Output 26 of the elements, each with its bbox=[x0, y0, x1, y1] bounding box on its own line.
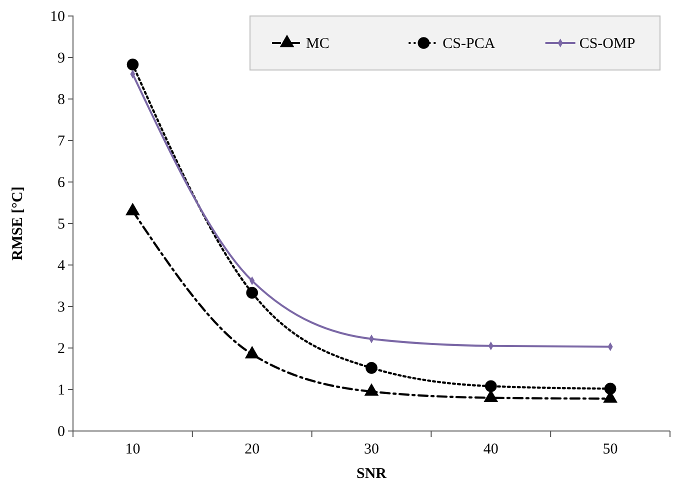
y-tick-label: 6 bbox=[58, 174, 66, 191]
x-tick-label: 10 bbox=[125, 442, 140, 458]
y-tick-label: 0 bbox=[58, 424, 65, 440]
y-tick-label: 8 bbox=[58, 92, 65, 108]
x-axis-title: SNR bbox=[356, 466, 387, 482]
y-tick-label: 4 bbox=[58, 258, 66, 274]
y-tick-label: 1 bbox=[58, 382, 65, 398]
x-tick-label: 40 bbox=[483, 442, 498, 458]
point bbox=[246, 286, 258, 299]
legend-label: CS-OMP bbox=[579, 36, 636, 52]
y-tick-label: 7 bbox=[58, 133, 66, 150]
legend-label: MC bbox=[306, 36, 330, 52]
point bbox=[484, 380, 497, 392]
point bbox=[366, 362, 378, 374]
x-tick-label: 20 bbox=[244, 442, 260, 458]
legend-label: CS-PCA bbox=[442, 36, 496, 52]
x-tick-label: 30 bbox=[364, 442, 379, 458]
x-tick-label: 50 bbox=[602, 442, 618, 458]
point bbox=[604, 382, 616, 395]
y-tick-label: 2 bbox=[58, 340, 65, 357]
point bbox=[126, 58, 139, 70]
y-tick-label: 9 bbox=[58, 50, 65, 66]
y-tick-label: 5 bbox=[58, 216, 65, 232]
y-axis-title: RMSE [°C] bbox=[10, 186, 26, 260]
y-tick-label: 10 bbox=[50, 8, 65, 25]
y-tick-label: 3 bbox=[58, 299, 65, 316]
